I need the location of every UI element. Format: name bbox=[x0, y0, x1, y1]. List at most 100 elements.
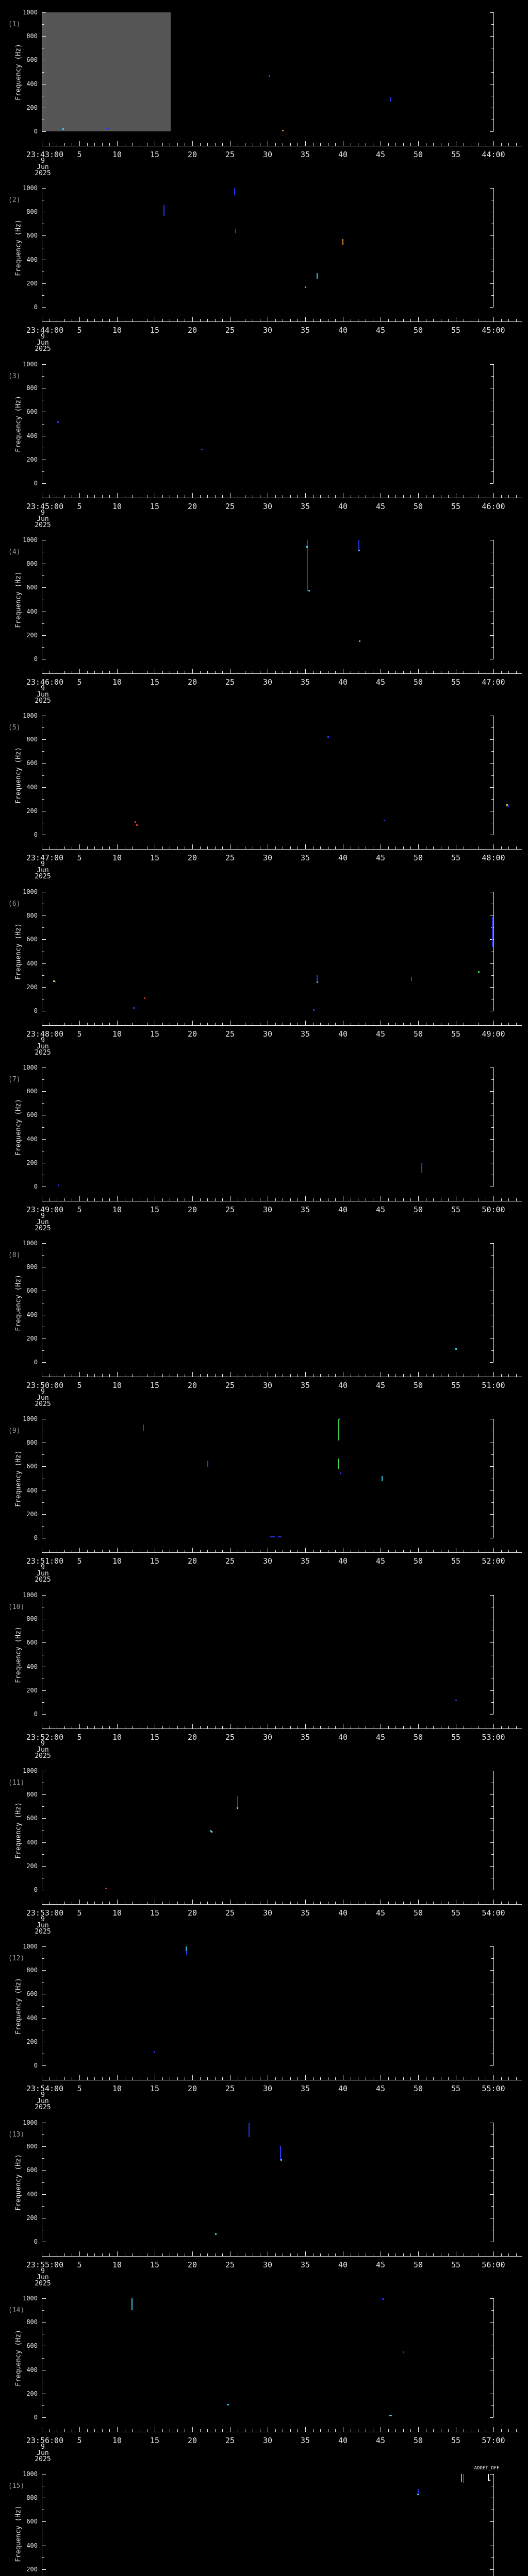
x-axis-tick bbox=[79, 2251, 80, 2256]
x-axis-tick bbox=[215, 319, 216, 321]
x-axis-tick bbox=[109, 143, 110, 146]
x-tick-label: 25 bbox=[225, 1029, 235, 1039]
x-axis-tick bbox=[215, 846, 216, 849]
x-axis-tick bbox=[64, 1902, 65, 1904]
y-tick-label: 0 bbox=[34, 655, 38, 663]
spectrogram-panel: (11) Frequency (Hz) 0 200 400 600 800 1000 23:53… bbox=[0, 1758, 528, 1935]
y-axis-tick bbox=[42, 975, 44, 976]
spectrogram-feature-cyan bbox=[62, 128, 64, 130]
spectrogram-feature-blue bbox=[421, 1163, 422, 1173]
x-tick-label: 45 bbox=[375, 677, 386, 687]
x-axis-tick bbox=[222, 319, 223, 321]
x-axis-tick bbox=[109, 1726, 110, 1728]
spectrogram-feature-red bbox=[136, 824, 138, 826]
x-tick-label: 10 bbox=[112, 2436, 122, 2445]
x-tick-label: 15 bbox=[150, 1205, 160, 1214]
x-tick-label: 15 bbox=[150, 677, 160, 687]
y-tick-label: 1000 bbox=[23, 1415, 38, 1422]
y-tick-label: 600 bbox=[26, 1639, 38, 1646]
x-axis-tick bbox=[162, 671, 163, 673]
x-axis-tick bbox=[275, 1374, 276, 1377]
x-axis-tick bbox=[94, 495, 95, 498]
x-axis-tick bbox=[215, 1023, 216, 1025]
x-axis-tick bbox=[388, 2429, 389, 2432]
x-axis-tick bbox=[418, 317, 419, 321]
x-axis-tick bbox=[305, 1021, 306, 1025]
y-tick-label: 600 bbox=[26, 2166, 38, 2174]
y-axis-tick bbox=[42, 1595, 46, 1596]
x-axis-tick bbox=[508, 2429, 509, 2432]
x-axis-tick bbox=[501, 671, 502, 673]
y-axis-tick bbox=[42, 1818, 46, 1819]
x-tick-label: 55 bbox=[451, 2436, 461, 2445]
x-axis-tick bbox=[109, 1023, 110, 1025]
x-axis-tick bbox=[117, 2075, 118, 2080]
x-axis-tick bbox=[94, 846, 95, 849]
y-tick-label: 0 bbox=[34, 480, 38, 487]
x-tick-label: 30 bbox=[262, 2260, 273, 2269]
x-axis-tick bbox=[501, 1726, 502, 1728]
x-axis-tick bbox=[79, 1724, 80, 1728]
right-axis-tick bbox=[490, 587, 493, 588]
x-axis-tick bbox=[177, 2429, 178, 2432]
x-axis-tick bbox=[501, 1550, 502, 1552]
x-axis-tick bbox=[395, 2429, 396, 2432]
y-tick-label: 400 bbox=[26, 2191, 38, 2198]
x-axis-tick bbox=[222, 1023, 223, 1025]
x-axis-tick bbox=[64, 143, 65, 146]
y-tick-label: 0 bbox=[34, 1534, 38, 1541]
panel-index-label: (8) bbox=[8, 1251, 21, 1259]
spectrogram-panel: (14) Frequency (Hz) 0 200 400 600 800 1000 23:56… bbox=[0, 2286, 528, 2463]
x-tick-label: 5 bbox=[77, 150, 82, 159]
x-axis-tick bbox=[79, 2075, 80, 2080]
x-axis-tick bbox=[222, 1902, 223, 1904]
x-axis-tick bbox=[207, 143, 208, 146]
spectrogram-feature-cyan bbox=[461, 2474, 462, 2482]
spectrogram-panel: (15)Frequency (Hz)0200400600800100023:57… bbox=[0, 2462, 528, 2576]
y-axis-title: Frequency (Hz) bbox=[14, 1098, 23, 1156]
x-axis-tick bbox=[87, 2077, 88, 2080]
spectrogram-feature-blue bbox=[186, 1951, 187, 1955]
panel-index-label: (5) bbox=[8, 724, 21, 732]
x-axis-tick bbox=[215, 1198, 216, 1201]
y-tick-label: 600 bbox=[26, 56, 38, 63]
x-axis-tick bbox=[102, 143, 103, 146]
x-axis-tick bbox=[478, 1198, 479, 1201]
spectrogram-feature-white bbox=[488, 2474, 489, 2480]
x-axis-tick bbox=[94, 2077, 95, 2080]
x-axis-tick bbox=[207, 1726, 208, 1728]
x-axis-tick bbox=[403, 1902, 404, 1904]
x-tick-label: 45 bbox=[375, 1733, 386, 1742]
x-axis-tick bbox=[102, 1023, 103, 1025]
right-axis-tick bbox=[490, 2322, 493, 2323]
x-axis-tick bbox=[403, 2429, 404, 2432]
x-axis-tick bbox=[418, 1900, 419, 1904]
x-axis-tick bbox=[448, 495, 449, 498]
right-axis-tick bbox=[490, 1946, 493, 1947]
x-axis-tick bbox=[516, 846, 517, 849]
x-axis-tick bbox=[192, 317, 193, 321]
spectrogram-feature-red bbox=[135, 821, 136, 823]
y-tick-label: 400 bbox=[26, 2366, 38, 2374]
spectrogram-feature-blue bbox=[317, 975, 318, 981]
x-axis-tick bbox=[410, 495, 411, 498]
x-axis-tick bbox=[222, 1198, 223, 1201]
right-axis-tick bbox=[490, 1818, 493, 1819]
x-start-time-label: 23:52:00 bbox=[26, 1733, 64, 1742]
x-axis-tick bbox=[335, 319, 336, 321]
x-axis-tick bbox=[102, 1198, 103, 1201]
x-axis-tick bbox=[335, 2253, 336, 2256]
y-axis-tick bbox=[42, 2158, 44, 2159]
x-axis-tick bbox=[305, 1372, 306, 1377]
x-tick-label: 40 bbox=[338, 2260, 348, 2269]
right-axis-tick bbox=[491, 1958, 493, 1959]
x-axis-tick bbox=[501, 2429, 502, 2432]
x-axis-tick bbox=[320, 143, 321, 146]
x-axis-tick bbox=[109, 671, 110, 673]
x-tick-label: 5 bbox=[77, 2436, 82, 2445]
x-axis-tick bbox=[200, 2077, 201, 2080]
x-axis-tick bbox=[87, 846, 88, 849]
x-axis-tick bbox=[410, 2429, 411, 2432]
right-axis-tick bbox=[490, 763, 493, 764]
y-axis-title: Frequency (Hz) bbox=[14, 571, 23, 628]
